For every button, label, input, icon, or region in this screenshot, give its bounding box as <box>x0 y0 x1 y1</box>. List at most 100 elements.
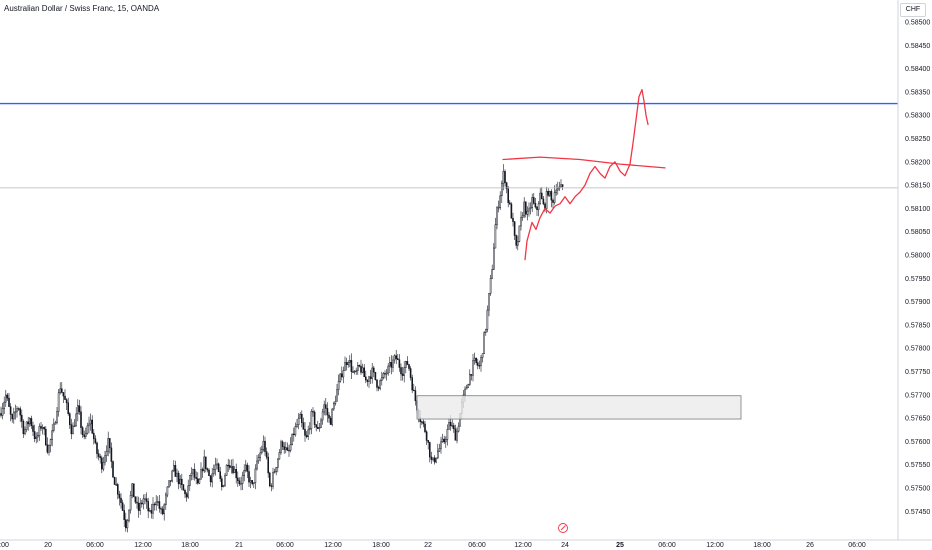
candle-body <box>269 472 271 486</box>
price-tick-label: 0.58350 <box>905 89 930 96</box>
candle-body <box>206 468 209 471</box>
candle-body <box>264 440 266 452</box>
candle-body <box>165 494 167 506</box>
candle-body <box>123 510 126 520</box>
candle-body <box>488 293 490 311</box>
currency-label[interactable]: CHF <box>900 3 926 17</box>
candle-body <box>230 466 233 468</box>
candle-body <box>277 458 279 468</box>
candle-body <box>129 494 132 511</box>
candle-body <box>144 498 146 500</box>
candle-body <box>337 381 340 390</box>
candle-body <box>213 469 215 475</box>
candle-body <box>449 422 452 427</box>
candle-body <box>30 418 33 427</box>
candle-body <box>272 472 274 487</box>
candle-body <box>374 371 377 381</box>
candle-body <box>408 364 410 369</box>
candle-body <box>189 475 191 486</box>
candle-body <box>70 424 73 435</box>
candle-body <box>432 457 434 460</box>
candle-body <box>104 455 106 463</box>
candle-body <box>38 426 41 436</box>
candle-body <box>299 414 301 419</box>
candle-body <box>16 408 18 412</box>
candle-body <box>6 394 9 399</box>
candle-body <box>294 426 297 436</box>
symbol-title[interactable]: Australian Dollar / Swiss Franc, 15, OAN… <box>4 4 160 13</box>
candle-body <box>166 486 169 496</box>
candle-body <box>126 520 129 529</box>
price-tick-label: 0.58000 <box>905 253 930 260</box>
candle-body <box>430 456 433 460</box>
candle-body <box>253 482 255 484</box>
projection-path-drawing <box>524 88 649 261</box>
candle-body <box>177 472 180 485</box>
candle-body <box>445 439 447 443</box>
candle-body <box>205 456 207 469</box>
price-tick-label: 0.57750 <box>905 369 930 376</box>
candle-body <box>369 376 372 379</box>
candle-body <box>481 353 484 358</box>
candle-body <box>208 469 210 477</box>
candle-body <box>291 433 293 445</box>
candle-body <box>427 440 429 443</box>
candle-body <box>373 367 375 373</box>
price-tick-label: 0.57950 <box>905 276 930 283</box>
candle-body <box>534 203 537 208</box>
candle-body <box>17 408 20 410</box>
candle-body <box>555 189 558 193</box>
candle-body <box>280 441 282 453</box>
candle-body <box>365 376 367 381</box>
candle-body <box>497 207 500 209</box>
candle-body <box>56 411 58 423</box>
time-tick-label: 12:00 <box>324 542 342 549</box>
time-tick-label: 06:00 <box>848 542 866 549</box>
candle-body <box>187 485 189 498</box>
time-axis[interactable]: :00 20 06:00 12:00 18:00 21 06:00 12:00 18:00 22 0… <box>0 539 932 549</box>
candle-body <box>11 414 13 420</box>
candle-body <box>529 207 532 210</box>
candle-body <box>345 362 348 365</box>
candle-body <box>238 480 241 485</box>
candle-body <box>94 438 97 444</box>
candle-body <box>48 445 50 453</box>
time-tick-label: :00 <box>0 542 9 549</box>
time-tick-label: 18:00 <box>753 542 771 549</box>
candle-body <box>78 405 81 412</box>
candle-body <box>176 472 178 477</box>
candle-body <box>475 357 477 363</box>
candle-body <box>550 191 553 201</box>
candle-body <box>310 411 313 429</box>
candle-body <box>341 373 343 378</box>
candle-body <box>435 457 437 463</box>
candle-body <box>549 191 551 196</box>
time-tick-label: 25 <box>616 542 624 549</box>
time-tick-label: 26 <box>806 542 814 549</box>
candle-body <box>214 464 217 470</box>
candle-body <box>473 357 476 361</box>
candle-body <box>102 462 105 470</box>
candle-body <box>309 428 311 431</box>
candle-body <box>465 387 468 390</box>
candle-body <box>249 480 252 483</box>
price-axis[interactable]: 0.58500 0.58450 0.58400 0.58350 0.58300 0.582… <box>897 0 932 550</box>
candle-body <box>254 468 257 483</box>
candle-body <box>302 422 305 430</box>
candle-body <box>270 485 273 487</box>
candle-body <box>480 357 482 366</box>
price-tick-label: 0.57550 <box>905 462 930 469</box>
time-tick-label: 22 <box>424 542 432 549</box>
candle-body <box>422 421 425 425</box>
candle-body <box>315 424 317 428</box>
time-tick-label: 06:00 <box>86 542 104 549</box>
candle-body <box>513 221 516 236</box>
candle-body <box>43 427 46 430</box>
scroll-to-realtime-icon[interactable] <box>558 523 568 533</box>
candle-body <box>0 413 2 416</box>
candle-body <box>469 374 471 385</box>
candle-body <box>174 465 177 477</box>
candle-body <box>387 365 389 374</box>
candle-body <box>152 503 154 514</box>
